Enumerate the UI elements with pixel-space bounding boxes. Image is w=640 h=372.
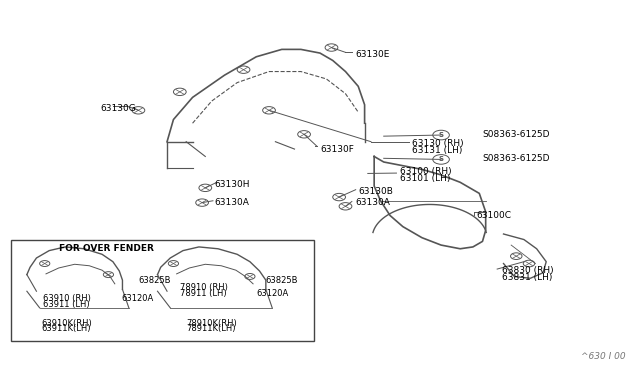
- Text: 63130 (RH): 63130 (RH): [412, 139, 464, 148]
- Text: 63130A: 63130A: [355, 198, 390, 207]
- Text: 63101 (LH): 63101 (LH): [399, 174, 450, 183]
- Text: 63100C: 63100C: [476, 211, 511, 220]
- Text: 63911K(LH): 63911K(LH): [42, 324, 91, 333]
- Text: S: S: [438, 156, 444, 163]
- Text: 78910 (RH): 78910 (RH): [180, 283, 228, 292]
- Text: 63130E: 63130E: [355, 51, 389, 60]
- Text: S: S: [438, 132, 444, 138]
- Text: 63825B: 63825B: [138, 276, 171, 285]
- Text: 63130A: 63130A: [215, 198, 250, 207]
- Text: 63130G: 63130G: [100, 104, 136, 113]
- Text: 63120A: 63120A: [121, 294, 154, 303]
- Text: S08363-6125D: S08363-6125D: [483, 154, 550, 163]
- Text: 78911K(LH): 78911K(LH): [186, 324, 236, 333]
- Text: 63131 (LH): 63131 (LH): [412, 147, 463, 155]
- Text: FOR OVER FENDER: FOR OVER FENDER: [59, 244, 154, 253]
- Text: 63100 (RH): 63100 (RH): [399, 167, 451, 176]
- Text: ^630 I 00: ^630 I 00: [581, 352, 626, 361]
- Text: 63831 (LH): 63831 (LH): [502, 273, 552, 282]
- Text: 63910K(RH): 63910K(RH): [42, 319, 92, 328]
- Text: 63130B: 63130B: [358, 187, 393, 196]
- Text: 63911 (LH): 63911 (LH): [43, 300, 90, 309]
- Text: 63130H: 63130H: [215, 180, 250, 189]
- Text: 63120A: 63120A: [256, 289, 289, 298]
- FancyBboxPatch shape: [11, 240, 314, 341]
- Text: 63825B: 63825B: [266, 276, 298, 285]
- Text: S08363-6125D: S08363-6125D: [483, 130, 550, 139]
- Text: 78910K(RH): 78910K(RH): [186, 319, 237, 328]
- Text: 63130F: 63130F: [320, 145, 354, 154]
- Text: 78911 (LH): 78911 (LH): [180, 289, 227, 298]
- Text: 63910 (RH): 63910 (RH): [43, 294, 91, 303]
- Text: 63830 (RH): 63830 (RH): [502, 266, 553, 275]
